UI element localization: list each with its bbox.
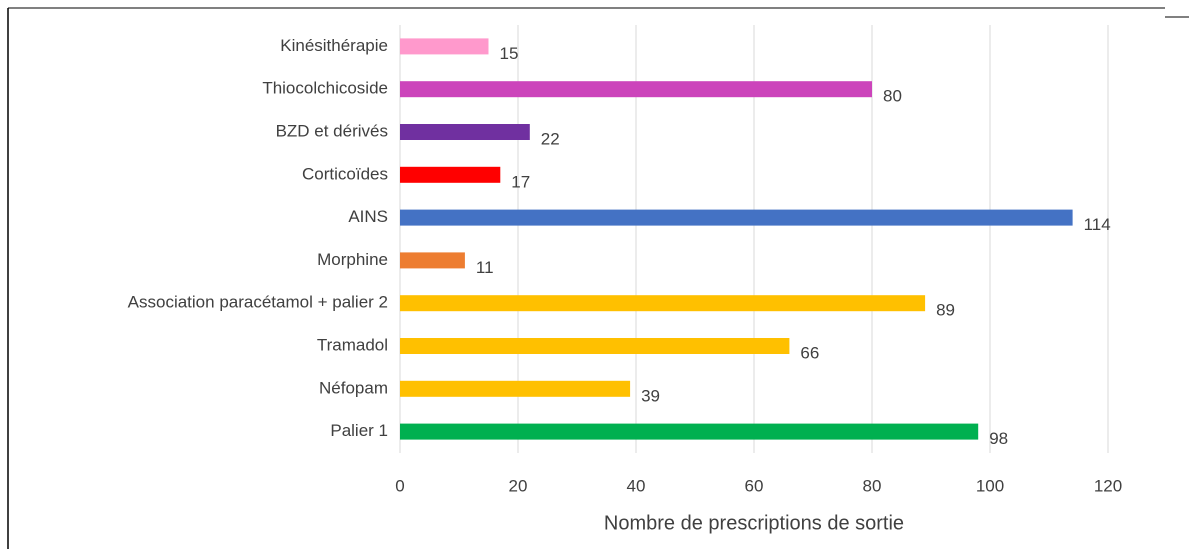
value-label: 15 — [500, 44, 519, 63]
x-tick-label: 60 — [745, 476, 764, 495]
value-label: 89 — [936, 301, 955, 320]
y-tick-label: AINS — [348, 207, 388, 226]
x-tick-label: 80 — [863, 476, 882, 495]
x-tick-label: 40 — [627, 476, 646, 495]
y-tick-label: BZD et dérivés — [276, 121, 388, 140]
bar — [400, 338, 790, 354]
bar — [400, 295, 926, 312]
bar — [400, 209, 1073, 226]
y-tick-label: Association paracétamol + palier 2 — [128, 293, 388, 312]
bar — [400, 380, 631, 397]
bar — [400, 166, 501, 183]
value-label: 17 — [511, 172, 530, 191]
x-tick-label: 0 — [395, 476, 404, 495]
y-tick-label: Morphine — [317, 250, 388, 269]
y-tick-label: Néfopam — [319, 378, 388, 397]
value-label: 114 — [1084, 215, 1111, 234]
bar — [400, 81, 872, 98]
value-label: 98 — [989, 429, 1008, 448]
y-tick-label: Kinésithérapie — [280, 36, 388, 55]
bar — [400, 423, 979, 440]
y-tick-label: Tramadol — [317, 335, 388, 354]
x-tick-label: 20 — [509, 476, 528, 495]
bar — [400, 252, 465, 269]
value-label: 66 — [800, 343, 819, 362]
bar — [400, 124, 530, 140]
value-label: 39 — [641, 386, 660, 405]
x-tick-label: 100 — [976, 476, 1004, 495]
y-tick-label: Thiocolchicoside — [262, 79, 388, 98]
x-tick-label: 120 — [1094, 476, 1122, 495]
bar — [400, 38, 489, 55]
value-label: 22 — [541, 129, 560, 148]
y-tick-label: Corticoïdes — [302, 164, 388, 183]
x-axis-label: Nombre de prescriptions de sortie — [604, 512, 904, 534]
y-tick-label: Palier 1 — [330, 421, 388, 440]
value-label: 80 — [883, 87, 902, 106]
value-label: 11 — [476, 258, 494, 277]
